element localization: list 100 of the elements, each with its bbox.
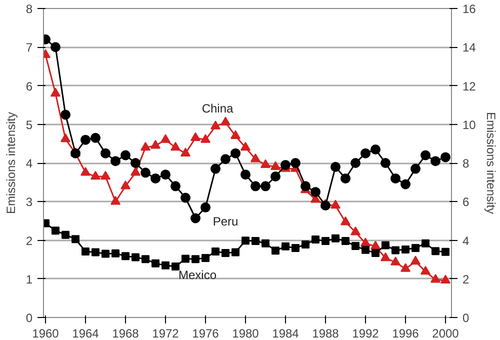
point bbox=[422, 239, 430, 248]
point bbox=[80, 166, 90, 176]
point bbox=[210, 164, 220, 174]
point bbox=[222, 248, 230, 257]
point bbox=[372, 248, 380, 257]
point bbox=[272, 246, 280, 255]
point bbox=[280, 160, 290, 170]
y2-tick-label: 6 bbox=[462, 195, 470, 210]
point bbox=[60, 133, 70, 142]
y-tick-label: 0 bbox=[26, 311, 33, 325]
y2-tick-label: 12 bbox=[462, 79, 476, 94]
x-tick-label: 1996 bbox=[392, 326, 420, 340]
point bbox=[240, 142, 250, 151]
y-axis-title: Emissions intensity bbox=[4, 112, 18, 214]
point bbox=[210, 120, 220, 130]
point bbox=[440, 274, 450, 284]
y-tick-label: 5 bbox=[26, 118, 33, 132]
point bbox=[140, 142, 150, 151]
point bbox=[250, 153, 260, 162]
point bbox=[52, 226, 60, 235]
point bbox=[290, 158, 300, 168]
point bbox=[190, 132, 200, 141]
point bbox=[212, 247, 220, 256]
point bbox=[160, 134, 170, 143]
point bbox=[110, 196, 120, 205]
point bbox=[350, 158, 360, 168]
point bbox=[410, 164, 420, 174]
point bbox=[120, 180, 130, 190]
point bbox=[252, 237, 260, 246]
point bbox=[442, 248, 450, 256]
point bbox=[162, 261, 170, 270]
y2-tick-label: 10 bbox=[462, 118, 476, 132]
point bbox=[312, 235, 320, 244]
series-label: Peru bbox=[212, 214, 238, 228]
point bbox=[340, 173, 350, 184]
point bbox=[102, 250, 110, 258]
point bbox=[420, 266, 430, 275]
point bbox=[382, 241, 390, 250]
point bbox=[220, 116, 230, 126]
point bbox=[350, 226, 360, 236]
point bbox=[200, 202, 210, 212]
point bbox=[370, 240, 380, 250]
point bbox=[300, 181, 310, 192]
point bbox=[432, 247, 440, 256]
point bbox=[360, 148, 370, 158]
point bbox=[270, 161, 280, 170]
point bbox=[330, 162, 340, 172]
point bbox=[112, 249, 120, 258]
point bbox=[192, 255, 200, 264]
point bbox=[122, 252, 130, 260]
point bbox=[180, 192, 190, 203]
point bbox=[110, 156, 120, 166]
point bbox=[140, 168, 150, 178]
point bbox=[262, 239, 270, 248]
point bbox=[390, 173, 400, 184]
y-tick-label: 7 bbox=[26, 40, 33, 55]
y2-tick-label: 8 bbox=[462, 156, 470, 170]
point bbox=[172, 262, 180, 271]
point bbox=[130, 166, 140, 176]
point bbox=[310, 186, 320, 197]
point bbox=[430, 274, 440, 283]
x-tick-label: 1976 bbox=[192, 326, 220, 340]
point bbox=[392, 246, 400, 254]
point bbox=[150, 173, 160, 184]
x-tick-label: 2000 bbox=[432, 326, 460, 340]
point bbox=[402, 246, 410, 254]
point bbox=[202, 254, 210, 262]
point bbox=[142, 255, 150, 264]
point bbox=[270, 172, 280, 182]
x-tick-label: 1988 bbox=[312, 326, 340, 340]
point bbox=[182, 254, 190, 263]
point bbox=[90, 170, 100, 180]
point bbox=[292, 244, 300, 252]
y2-tick-label: 0 bbox=[462, 311, 470, 325]
point bbox=[320, 200, 330, 210]
point bbox=[60, 110, 70, 120]
y-tick-label: 6 bbox=[26, 79, 33, 94]
point bbox=[332, 234, 340, 242]
y2-tick-label: 14 bbox=[462, 40, 476, 55]
point bbox=[380, 158, 390, 168]
point bbox=[362, 246, 370, 254]
x-tick-label: 1984 bbox=[272, 326, 300, 340]
series-label: Mexico bbox=[178, 268, 217, 282]
point bbox=[260, 181, 270, 192]
y-tick-label: 4 bbox=[26, 156, 33, 170]
point bbox=[132, 253, 140, 262]
series-label: China bbox=[202, 101, 234, 116]
point bbox=[90, 132, 100, 143]
y2-tick-label: 2 bbox=[462, 272, 470, 286]
point bbox=[390, 256, 400, 266]
point bbox=[130, 158, 140, 168]
point bbox=[120, 150, 130, 160]
point bbox=[430, 156, 440, 166]
point bbox=[170, 181, 180, 192]
point bbox=[420, 150, 430, 160]
y2-tick-label: 4 bbox=[462, 234, 470, 248]
point bbox=[230, 148, 240, 158]
point bbox=[240, 170, 250, 180]
point bbox=[150, 140, 160, 149]
point bbox=[440, 152, 450, 162]
